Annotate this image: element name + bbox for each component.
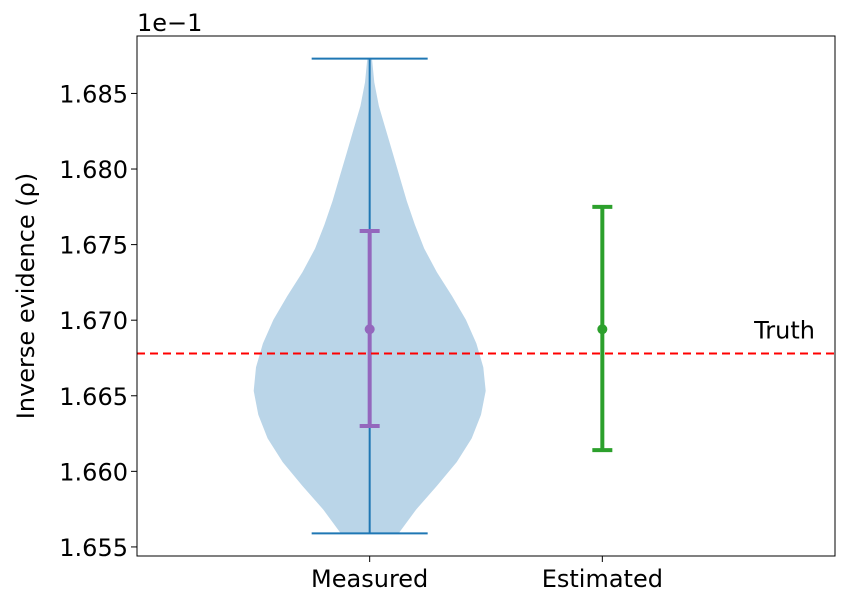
y-tick-label: 1.680 (59, 156, 128, 184)
y-axis-label: Inverse evidence (ρ) (12, 173, 40, 419)
y-axis-scale-label: 1e−1 (137, 9, 202, 37)
y-tick-label: 1.670 (59, 307, 128, 335)
estimated-mean-point (597, 324, 608, 335)
y-tick-label: 1.665 (59, 383, 128, 411)
x-axis: Measured Estimated (311, 556, 663, 593)
x-tick-label: Estimated (542, 565, 663, 593)
plot-frame (136, 35, 836, 557)
y-tick-label: 1.655 (59, 534, 128, 562)
measured-mean-point (364, 324, 375, 335)
x-tick-label: Measured (311, 565, 428, 593)
y-tick-label: 1.660 (59, 458, 128, 486)
y-axis: 1.655 1.660 1.665 1.670 1.675 1.680 1.685 (59, 80, 137, 562)
truth-label: Truth (753, 316, 815, 344)
y-tick-label: 1.685 (59, 80, 128, 108)
plot-area: Truth (137, 57, 835, 535)
y-tick-label: 1.675 (59, 232, 128, 260)
